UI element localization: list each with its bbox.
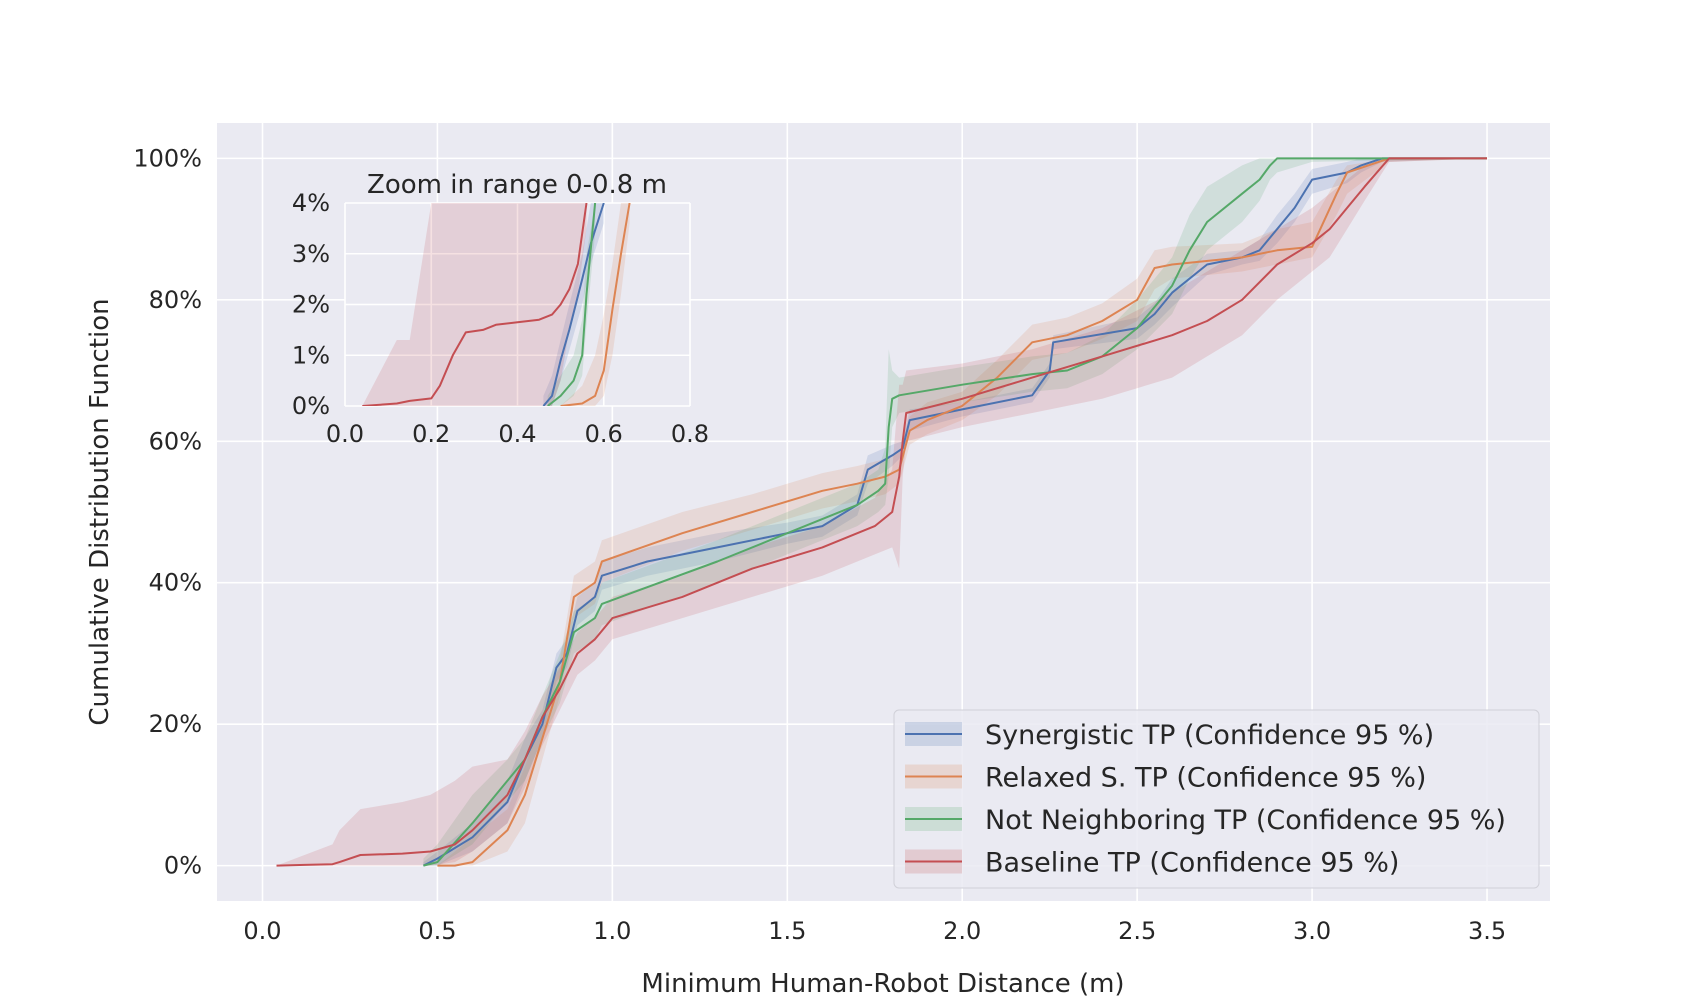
legend-label-synergistic-tp-confidence-95: Synergistic TP (Confidence 95 %)	[985, 720, 1434, 751]
inset-y-tick-label: 1%	[292, 341, 330, 369]
inset-x-tick-label: 0.6	[585, 420, 623, 448]
inset-y-tick-label: 2%	[292, 291, 330, 319]
inset-x-tick-label: 0.4	[498, 420, 536, 448]
inset-line-not-neighboring-tp-confidence-95	[547, 203, 597, 406]
inset-x-tick-label: 0.0	[326, 420, 364, 448]
legend: Synergistic TP (Confidence 95 %) Relaxed …	[893, 709, 1540, 889]
inset-y-tick-label: 3%	[292, 240, 330, 268]
main-y-tick-label: 20%	[149, 710, 202, 738]
inset-series-lines	[362, 203, 631, 406]
main-y-tick-label: 60%	[149, 427, 202, 455]
inset-y-tick-label: 4%	[292, 189, 330, 217]
main-x-tick-label: 1.0	[593, 917, 631, 945]
main-y-tick-label: 100%	[133, 144, 202, 172]
main-x-tick-label: 0.5	[418, 917, 456, 945]
inset-y-tick-label: 0%	[292, 392, 330, 420]
main-confidence-bands	[276, 158, 1487, 866]
inset-y-tick-labels: 0% 1% 2% 3% 4%	[292, 189, 330, 420]
legend-label-baseline-tp-confidence-95: Baseline TP (Confidence 95 %)	[985, 848, 1399, 879]
main-y-tick-labels: 0% 20% 40% 60% 80% 100%	[133, 144, 202, 879]
main-line-baseline-tp-confidence-95	[276, 157, 1487, 867]
inset-x-tick-labels: 0.0 0.2 0.4 0.6 0.8	[326, 420, 709, 448]
inset-line-baseline-tp-confidence-95	[362, 203, 588, 406]
main-line-relaxed-s-tp-confidence-95	[437, 157, 1487, 867]
main-x-tick-label: 2.0	[943, 917, 981, 945]
legend-box	[893, 709, 1540, 889]
legend-label-relaxed-s-tp-confidence-95: Relaxed S. TP (Confidence 95 %)	[985, 763, 1426, 794]
y-axis-label: Cumulative Distribution Function	[85, 298, 115, 725]
main-x-tick-label: 1.5	[768, 917, 806, 945]
legend-label-not-neighboring-tp-confidence-95: Not Neighboring TP (Confidence 95 %)	[985, 805, 1506, 836]
main-y-tick-label: 40%	[149, 569, 202, 597]
inset-title: Zoom in range 0-0.8 m	[367, 170, 667, 200]
main-x-tick-label: 2.5	[1118, 917, 1156, 945]
main-x-tick-label: 0.0	[243, 917, 281, 945]
inset-x-tick-label: 0.8	[671, 420, 709, 448]
inset-x-tick-label: 0.2	[412, 420, 450, 448]
inset-grid	[344, 202, 691, 407]
inset-band-relaxed-s-tp-confidence-95	[560, 203, 630, 406]
x-axis-label: Minimum Human-Robot Distance (m)	[641, 969, 1124, 999]
main-y-tick-label: 0%	[164, 852, 202, 880]
inset-band-baseline-tp-confidence-95	[362, 203, 587, 406]
main-y-tick-label: 80%	[149, 286, 202, 314]
main-series-lines	[276, 157, 1487, 867]
main-band-baseline-tp-confidence-95	[276, 158, 1487, 866]
zoom-inset: 0.0 0.2 0.4 0.6 0.8 0% 1% 2% 3% 4% Zoom in range…	[292, 170, 709, 448]
inset-line-relaxed-s-tp-confidence-95	[560, 203, 631, 406]
main-x-tick-label: 3.5	[1468, 917, 1506, 945]
main-x-tick-label: 3.0	[1293, 917, 1331, 945]
main-x-tick-labels: 0.0 0.5 1.0 1.5 2.0 2.5 3.0 3.5	[243, 917, 1506, 945]
inset-band-not-neighboring-tp-confidence-95	[547, 203, 596, 406]
